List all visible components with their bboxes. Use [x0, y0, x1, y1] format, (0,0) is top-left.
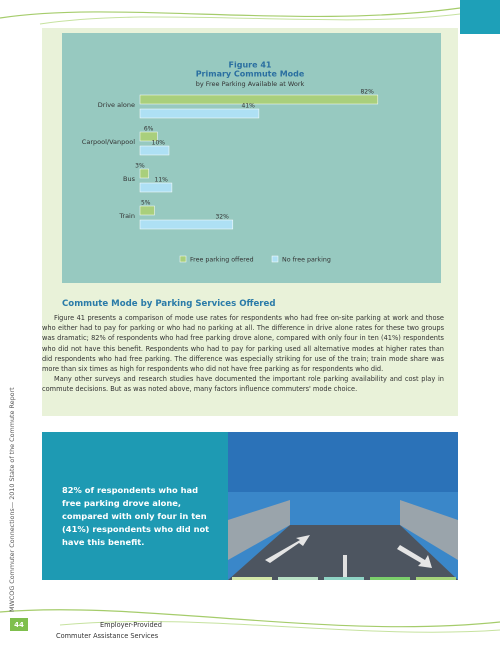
sidebar: MWCOG Commuter Connections— 2010 State o…: [8, 387, 16, 612]
bar: [139, 219, 234, 230]
value-label: 5%: [141, 200, 151, 207]
bar: [139, 94, 379, 105]
value-label: 10%: [152, 140, 166, 147]
swoosh: [0, 7, 461, 19]
value-label: 3%: [135, 163, 145, 170]
arrow: [265, 535, 310, 563]
callout-box: [42, 432, 228, 580]
footer-line: Employer-Provided: [100, 621, 162, 629]
strip: [232, 577, 272, 580]
legend-label: No free parking: [282, 257, 331, 264]
swoosh: [59, 621, 500, 633]
bar: [139, 108, 260, 119]
chart-subtitle: Primary Commute Mode: [196, 70, 305, 79]
page-number-box: [10, 618, 28, 631]
legend-swatch: [271, 255, 279, 263]
value-label: 82%: [360, 89, 374, 96]
wall-right: [400, 500, 458, 560]
category-label: Drive alone: [98, 101, 135, 109]
value-label: 11%: [155, 177, 169, 184]
lane-mark: [343, 555, 347, 580]
bar: [139, 205, 155, 216]
bar: [139, 131, 158, 142]
paragraph: Many other surveys and research studies …: [42, 375, 444, 394]
callout: 82% of respondents who had free parking …: [62, 485, 210, 547]
arrow: [397, 545, 432, 568]
category-label: Carpool/Vanpool: [82, 138, 135, 146]
bar: [139, 168, 149, 179]
value-label: 41%: [242, 103, 256, 110]
value-label: 32%: [215, 214, 229, 221]
strip: [370, 577, 410, 580]
road: [228, 525, 458, 580]
category-label: Train: [118, 212, 135, 220]
corner-tab: [460, 0, 500, 34]
legend-label: Free parking offered: [190, 257, 254, 264]
category-label: Bus: [123, 175, 136, 183]
chart-bg: [62, 33, 441, 283]
wall-left: [228, 500, 290, 560]
legend-swatch: [179, 255, 187, 263]
swoosh: [39, 13, 461, 25]
section-heading: Commute Mode by Parking Services Offered: [62, 299, 276, 309]
chart-note: by Free Parking Available at Work: [196, 80, 305, 88]
strip: [278, 577, 318, 580]
strip: [324, 577, 364, 580]
strip: [416, 577, 456, 580]
footer-line: Commuter Assistance Services: [56, 632, 159, 640]
sky-top: [228, 432, 458, 492]
paragraph: Figure 41 presents a comparison of mode …: [42, 314, 444, 374]
photo: [228, 432, 458, 580]
chart-title: Figure 41: [229, 61, 272, 70]
swoosh: [0, 609, 500, 628]
page-number: 44: [14, 621, 24, 629]
chart: Drive alone 82% 41% Carpool/Vanpool 6% 10% Bus…: [82, 89, 379, 264]
value-label: 6%: [144, 126, 154, 133]
bar: [139, 145, 170, 156]
bar: [139, 182, 173, 193]
